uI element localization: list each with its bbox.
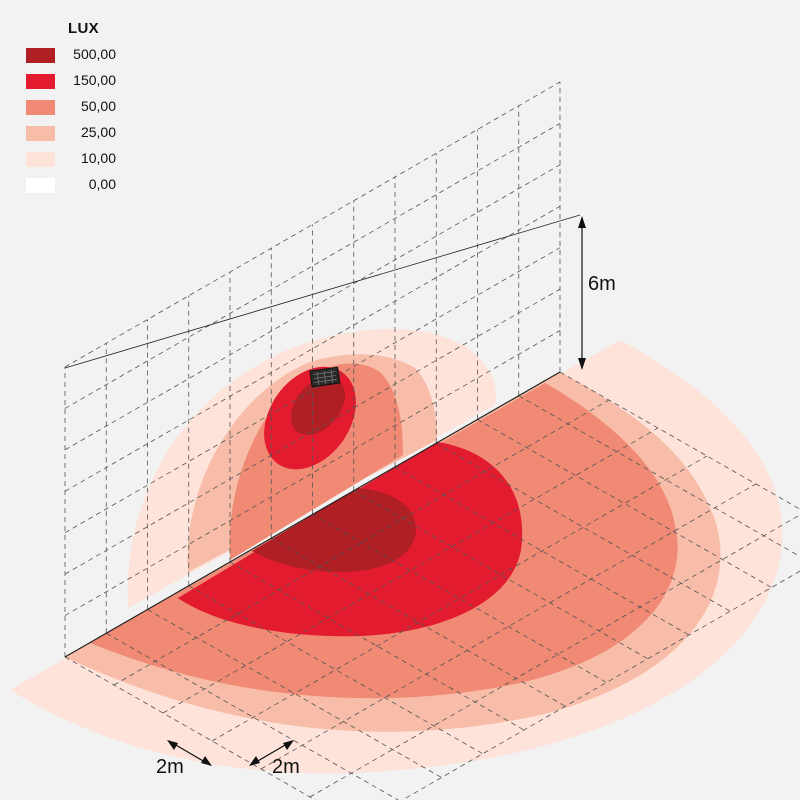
- grid-dimension-y: 2m: [249, 740, 300, 778]
- grid-dimension-x: 2m: [156, 740, 212, 778]
- floodlight-icon: [309, 366, 341, 388]
- legend-swatch: [26, 152, 55, 167]
- legend-item: 500,00: [26, 43, 116, 69]
- legend-value: 25,00: [80, 124, 116, 140]
- legend-item: 150,00: [26, 69, 116, 95]
- floor-zone-500-lux: [252, 488, 416, 572]
- legend-swatch: [26, 178, 55, 193]
- floor-grid-depth: [147, 609, 442, 778]
- legend-title: LUX: [68, 20, 99, 37]
- legend-item: 0,00: [26, 173, 116, 199]
- lux-legend: LUX 500,00 150,00 50,00 25,00 10,00 0,00: [26, 20, 116, 199]
- wall-grid: [64, 81, 561, 657]
- legend-value: 0,00: [88, 176, 116, 192]
- legend-value: 10,00: [80, 150, 116, 166]
- floor-grid-depth: [312, 514, 607, 683]
- wall-base-edge: [64, 371, 561, 658]
- floor-grid-depth: [436, 442, 731, 612]
- legend-value: 500,00: [73, 46, 116, 62]
- legend-swatch: [26, 48, 55, 63]
- legend-item: 50,00: [26, 95, 116, 121]
- height-dimension: 6m: [578, 216, 616, 370]
- grid-dimension-y-label: 2m: [272, 756, 300, 778]
- floor-grid-depth: [188, 585, 483, 755]
- legend-item: 25,00: [26, 121, 116, 147]
- legend-value: 50,00: [80, 98, 116, 114]
- wall-top-edge: [64, 214, 581, 369]
- legend-swatch: [26, 100, 55, 115]
- legend-item: 10,00: [26, 147, 116, 173]
- height-dimension-label: 6m: [588, 273, 616, 295]
- grid-dimension-x-label: 2m: [156, 756, 184, 778]
- floor-grid-depth: [477, 419, 772, 588]
- wall-light-zones: [127, 328, 496, 608]
- legend-swatch: [26, 74, 55, 89]
- legend-swatch: [26, 126, 55, 141]
- legend-value: 150,00: [73, 72, 116, 88]
- floor-grid: [64, 371, 800, 800]
